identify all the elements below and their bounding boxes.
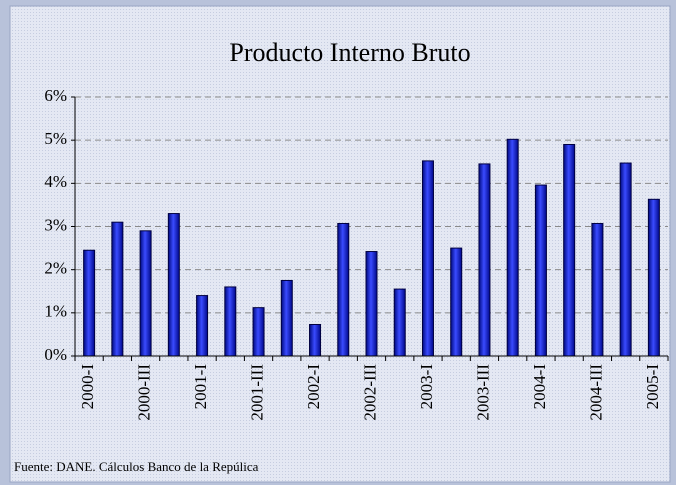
bar: [365, 251, 378, 357]
x-tick-label: 2002-III: [360, 364, 379, 421]
y-tick-label: 3%: [44, 215, 67, 234]
bar: [591, 222, 604, 357]
bar: [224, 286, 237, 357]
bar: [83, 249, 96, 357]
bar: [196, 295, 209, 357]
bar: [534, 184, 547, 357]
bar: [309, 323, 322, 357]
y-tick-label: 2%: [44, 259, 67, 278]
bar: [167, 213, 180, 357]
x-tick-label: 2000-I: [78, 364, 97, 410]
y-tick-label: 6%: [44, 86, 67, 105]
chart-title: Producto Interno Bruto: [229, 38, 470, 67]
bar: [252, 307, 265, 357]
bar: [139, 230, 152, 357]
x-tick-label: 2005-I: [643, 364, 662, 410]
bar: [478, 163, 491, 357]
x-tick-label: 2003-III: [473, 364, 492, 421]
bar: [619, 162, 632, 357]
x-tick-label: 2001-III: [247, 364, 266, 421]
bar: [280, 279, 293, 357]
x-tick-label: 2001-I: [191, 364, 210, 410]
source-note: Fuente: DANE. Cálculos Banco de la Repúl…: [14, 459, 259, 474]
y-tick-label: 5%: [44, 129, 67, 148]
x-tick-label: 2004-I: [530, 364, 549, 410]
bar: [506, 138, 519, 357]
bar: [337, 222, 350, 357]
y-tick-label: 4%: [44, 172, 67, 191]
x-tick-label: 2002-I: [304, 364, 323, 410]
y-tick-label: 1%: [44, 302, 67, 321]
bar: [647, 198, 660, 357]
bar: [563, 143, 576, 357]
x-tick-label: 2004-III: [586, 364, 605, 421]
y-tick-label: 0%: [44, 345, 67, 364]
bar: [393, 288, 406, 357]
bar: [450, 247, 463, 357]
x-tick-label: 2003-I: [417, 364, 436, 410]
bar: [111, 221, 124, 357]
x-tick-label: 2000-III: [135, 364, 154, 421]
bar: [421, 160, 434, 357]
